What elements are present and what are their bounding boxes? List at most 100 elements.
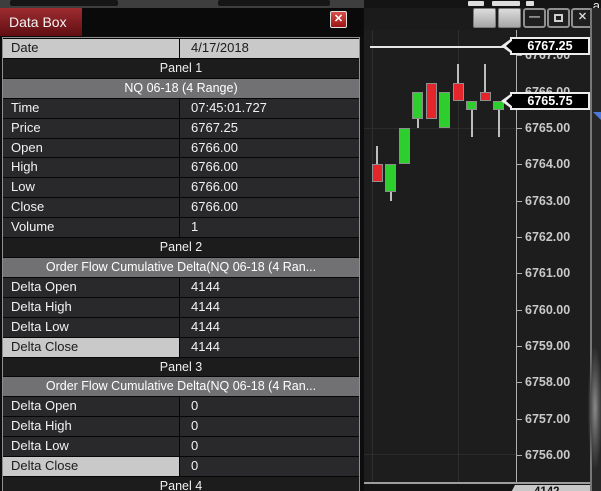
databox-section-label: Panel 4 <box>3 476 359 491</box>
databox-row-label: Volume <box>3 218 179 238</box>
axis-tick-label: 6761.00 <box>525 266 571 281</box>
databox-close-button[interactable]: ✕ <box>330 11 347 28</box>
databox-row-price[interactable]: Price 6767.25 <box>3 118 359 138</box>
axis-tick <box>516 418 522 420</box>
chart-header: — ✕ <box>364 8 590 30</box>
clipped-text-fragment <box>10 0 118 6</box>
databox-row-label: Open <box>3 138 179 158</box>
databox-row-value: 6766.00 <box>180 198 359 218</box>
databox-row-value: 0 <box>180 417 359 437</box>
axis-tick-label: 6757.00 <box>525 411 571 426</box>
databox-row-label: Price <box>3 118 179 138</box>
databox-row-order-flow-cumulative-delta-nq-06-18-4-ran-[interactable]: Order Flow Cumulative Delta(NQ 06-18 (4 … <box>3 257 359 277</box>
axis-tick <box>516 128 522 129</box>
databox-row-close[interactable]: Close 6766.00 <box>3 198 359 218</box>
databox-section-label: NQ 06-18 (4 Range) <box>3 78 359 98</box>
databox-row-value: 4144 <box>180 297 359 317</box>
axis-tick <box>516 273 522 275</box>
candle-body <box>385 164 396 192</box>
candle-body <box>479 91 491 101</box>
axis-tick <box>516 200 522 202</box>
axis-tick-label: 6756.00 <box>525 447 571 462</box>
databox-row-label: Delta High <box>3 417 179 437</box>
toolbar-button[interactable] <box>473 8 496 28</box>
panel-separator[interactable] <box>364 482 590 484</box>
databox-row-high[interactable]: High 6766.00 <box>3 158 359 178</box>
candle-body <box>425 82 437 119</box>
close-icon: ✕ <box>333 13 344 25</box>
databox-row-label: Low <box>3 178 179 198</box>
databox-row-value: 1 <box>180 218 359 238</box>
minimize-icon: — <box>529 11 540 23</box>
axis-tick-label: 6759.00 <box>525 338 571 353</box>
clipped-text-fragment <box>218 0 330 6</box>
databox-row-order-flow-cumulative-delta-nq-06-18-4-ran-[interactable]: Order Flow Cumulative Delta(NQ 06-18 (4 … <box>3 377 359 397</box>
databox-row-value: 4144 <box>180 317 359 337</box>
databox-row-delta-high[interactable]: Delta High 0 <box>3 417 359 437</box>
databox-row-delta-close[interactable]: Delta Close 0 <box>3 457 359 476</box>
axis-tick <box>516 454 522 456</box>
databox-row-value: 6767.25 <box>180 118 359 138</box>
databox-row-panel-2[interactable]: Panel 2 <box>3 238 359 257</box>
clipped-text-fragment <box>468 1 484 6</box>
vertical-gridline <box>372 30 373 482</box>
databox-row-label: Delta Low <box>3 437 179 457</box>
databox-row-open[interactable]: Open 6766.00 <box>3 138 359 158</box>
databox-row-delta-close[interactable]: Delta Close 4144 <box>3 337 359 357</box>
databox-row-label: Delta High <box>3 297 179 317</box>
databox-row-panel-4[interactable]: Panel 4 <box>3 476 359 491</box>
crosshair-price-marker: 6767.25 <box>510 37 590 55</box>
candle-body <box>466 100 477 110</box>
databox-row-value: 6766.00 <box>180 158 359 178</box>
cumulative-delta-marker: 4142 <box>507 485 590 491</box>
databox-row-delta-open[interactable]: Delta Open 0 <box>3 397 359 417</box>
databox-row-delta-low[interactable]: Delta Low 0 <box>3 437 359 457</box>
close-button[interactable]: ✕ <box>571 8 590 28</box>
databox-row-delta-low[interactable]: Delta Low 4144 <box>3 317 359 337</box>
axis-tick <box>516 55 522 57</box>
background-right-strip <box>588 8 601 491</box>
candle-wick <box>497 100 500 138</box>
databox-row-value: 0 <box>180 397 359 417</box>
last-price-marker: 6765.75 <box>510 92 590 110</box>
databox-row-label: Delta Open <box>3 397 179 417</box>
databox-row-label: High <box>3 158 179 178</box>
databox-row-panel-1[interactable]: Panel 1 <box>3 58 359 78</box>
databox-row-value: 6766.00 <box>180 138 359 158</box>
databox-row-delta-open[interactable]: Delta Open 4144 <box>3 277 359 297</box>
vertical-gridline <box>458 30 459 482</box>
price-axis[interactable] <box>516 30 517 491</box>
databox-row-date[interactable]: Date 4/17/2018 <box>3 39 359 58</box>
maximize-button[interactable] <box>547 8 570 28</box>
candle-body <box>398 128 410 165</box>
databox-row-value: 4144 <box>180 337 359 357</box>
chart-window[interactable]: — ✕ 6767.006766.006765.006764.006763.006… <box>364 8 592 491</box>
databox-row-label: Delta Close <box>3 337 179 357</box>
toolbar-button[interactable] <box>498 8 521 28</box>
databox-section-label: Order Flow Cumulative Delta(NQ 06-18 (4 … <box>3 377 359 397</box>
maximize-icon <box>554 14 563 22</box>
panel2-area <box>364 484 590 491</box>
clipped-text-fragment <box>492 1 520 6</box>
axis-tick-label: 6763.00 <box>525 193 571 208</box>
databox-row-value: 4144 <box>180 277 359 297</box>
databox-row-delta-high[interactable]: Delta High 4144 <box>3 297 359 317</box>
background-artifact <box>588 348 601 468</box>
candle-wick <box>484 64 486 101</box>
candle-body <box>412 91 423 119</box>
databox-row-value: 0 <box>180 437 359 457</box>
databox-row-label: Delta Low <box>3 317 179 337</box>
databox-section-label: Panel 1 <box>3 58 359 78</box>
minimize-button[interactable]: — <box>523 8 546 28</box>
databox-row-nq-06-18-4-range-[interactable]: NQ 06-18 (4 Range) <box>3 78 359 98</box>
databox-row-panel-3[interactable]: Panel 3 <box>3 357 359 377</box>
axis-tick <box>516 382 522 384</box>
databox-titlebar[interactable]: Data Box ✕ <box>0 8 363 36</box>
databox-row-time[interactable]: Time 07:45:01.727 <box>3 98 359 118</box>
candle-body <box>452 82 464 101</box>
axis-tick <box>516 309 522 311</box>
candle-wick <box>470 100 473 138</box>
databox-row-volume[interactable]: Volume 1 <box>3 218 359 238</box>
axis-tick <box>516 236 522 238</box>
databox-row-low[interactable]: Low 6766.00 <box>3 178 359 198</box>
